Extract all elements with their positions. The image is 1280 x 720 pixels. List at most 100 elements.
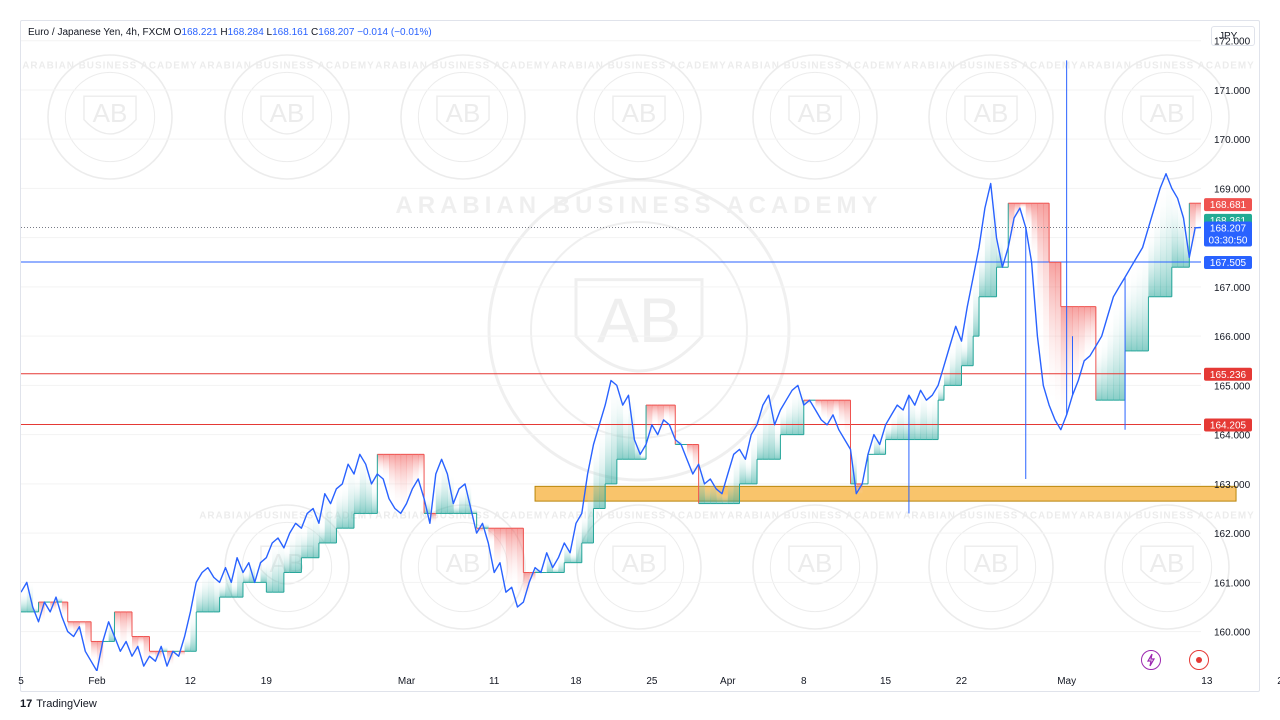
high-label: H [220,27,228,38]
seal-shield [1140,95,1194,135]
seal-shield [964,545,1018,585]
seal-inner-ring [417,71,509,163]
trail-fill-segment [459,488,466,514]
trail-fill-segment [336,488,343,529]
trail-high-tag-bg [1204,198,1252,212]
trail-fill-segment [21,592,28,612]
trail-fill-segment [178,651,185,657]
chart-frame [20,20,1260,692]
trail-fill-segment [424,498,431,514]
trail-fill-segment [342,483,349,529]
close-value: 168.207 [318,27,355,38]
trail-fill-segment [85,621,92,652]
trail-fill-segment [1072,306,1079,396]
trail-fill-segment [289,533,296,573]
trail-fill-segment [470,508,478,514]
trail-fill-segment [301,528,308,558]
trail-fill-segment [879,444,886,455]
last-price-tag-text: 168.207 [1210,223,1247,234]
trail-fill-segment [967,306,974,366]
seal-text: ARABIAN BUSINESS ACADEMY [727,61,903,72]
trail-fill-layer [21,173,1201,671]
trail-high-tag-text: 168.681 [1210,200,1247,211]
trail-fill-segment [476,528,483,534]
y-tick-label: 167.000 [1214,283,1251,294]
x-axis: 5 Feb 12 19 Mar 11 18 25 Apr 8 15 22 May 13 20 [18,676,1280,687]
seal-text: ARABIAN BUSINESS ACADEMY [903,511,1079,522]
trail-fill-segment [529,572,536,583]
x-tick-label: 15 [880,676,892,687]
trail-fill-segment [651,405,659,425]
trail-fill-segment [932,395,939,440]
trail-fill-segment [324,493,332,543]
trail-fill-segment [61,602,69,617]
trail-fill-segment [634,439,641,460]
seal-text: ARABIAN BUSINESS ACADEMY [375,61,551,72]
trail-fill-segment [523,572,530,603]
watermark-seal: AB ARABIAN BUSINESS ACADEMY [375,54,551,180]
seal-text: ARABIAN BUSINESS ACADEMY [551,61,727,72]
x-tick-label: 8 [801,676,807,687]
seal-shield [260,95,314,135]
x-tick-label: 20 [1277,676,1280,687]
trail-fill-segment [920,390,927,440]
trail-fill-segment [873,434,881,455]
currency-button[interactable]: JPY [1211,26,1255,46]
trail-fill-segment [1084,306,1091,361]
record-icon[interactable] [1189,650,1209,670]
open-value: 168.221 [181,27,218,38]
trail-fill-segment [943,365,951,386]
trail-fill-segment [891,414,898,440]
trail-fill-segment [792,390,799,435]
trail-fill-segment [990,183,997,297]
trail-fill-segment [1154,208,1161,297]
trail-fill-segment [1171,188,1179,268]
y-tick-label: 160.000 [1214,628,1251,639]
trail-fill-segment [213,577,221,612]
y-tick-label: 162.000 [1214,529,1251,540]
trail-fill-segment [190,611,197,652]
trail-fill-segment [511,528,518,588]
trail-fill-segment [196,582,203,612]
trail-fill-segment [850,449,857,484]
trail-fill-segment [938,385,945,401]
trail-fill-segment [1160,188,1167,297]
trail-fill-segment [219,582,226,598]
y-tick-label: 166.000 [1214,332,1251,343]
trail-fill-segment [131,636,139,657]
level-tag-text: 165.236 [1210,370,1247,381]
trail-fill-segment [815,400,822,411]
low-value: 168.161 [272,27,309,38]
last-price-tag-countdown: 03:30:50 [1209,235,1248,246]
trail-fill-segment [797,385,805,435]
trail-fill-segment [114,611,121,637]
trail-fill-segment [657,405,664,435]
seal-initials: AB [798,548,833,578]
y-axis: 160.000 161.000 162.000 163.000 164.000 165.0… [1214,37,1251,639]
brand-name[interactable]: TradingView [36,698,97,710]
y-tick-label: 164.000 [1214,431,1251,442]
trail-fill-segment [184,636,191,652]
x-tick-label: 13 [1201,676,1213,687]
x-tick-label: May [1057,676,1076,687]
trail-fill-segment [546,552,553,573]
trail-fill-segment [1060,306,1068,430]
seal-initials: AB [622,548,657,578]
trail-fill-segment [926,400,933,440]
y-tick-label: 163.000 [1214,480,1251,491]
x-tick-label: Feb [88,676,106,687]
trail-fill-segment [1136,257,1143,351]
seal-shield [436,545,490,585]
trail-fill-segment [435,474,442,514]
trail-fill-segment [149,651,156,657]
trail-fill-segment [1008,203,1015,248]
y-tick-label: 171.000 [1214,86,1251,97]
close-label: C [311,27,319,38]
lightning-icon[interactable] [1141,650,1161,670]
watermark-seal: AB ARABIAN BUSINESS ACADEMY [395,178,878,482]
symbol-title[interactable]: Euro / Japanese Yen, 4h, FXCM [28,27,171,38]
trail-fill-segment [961,341,968,366]
trail-fill-segment [307,513,314,558]
seal-text: ARABIAN BUSINESS ACADEMY [1079,61,1255,72]
